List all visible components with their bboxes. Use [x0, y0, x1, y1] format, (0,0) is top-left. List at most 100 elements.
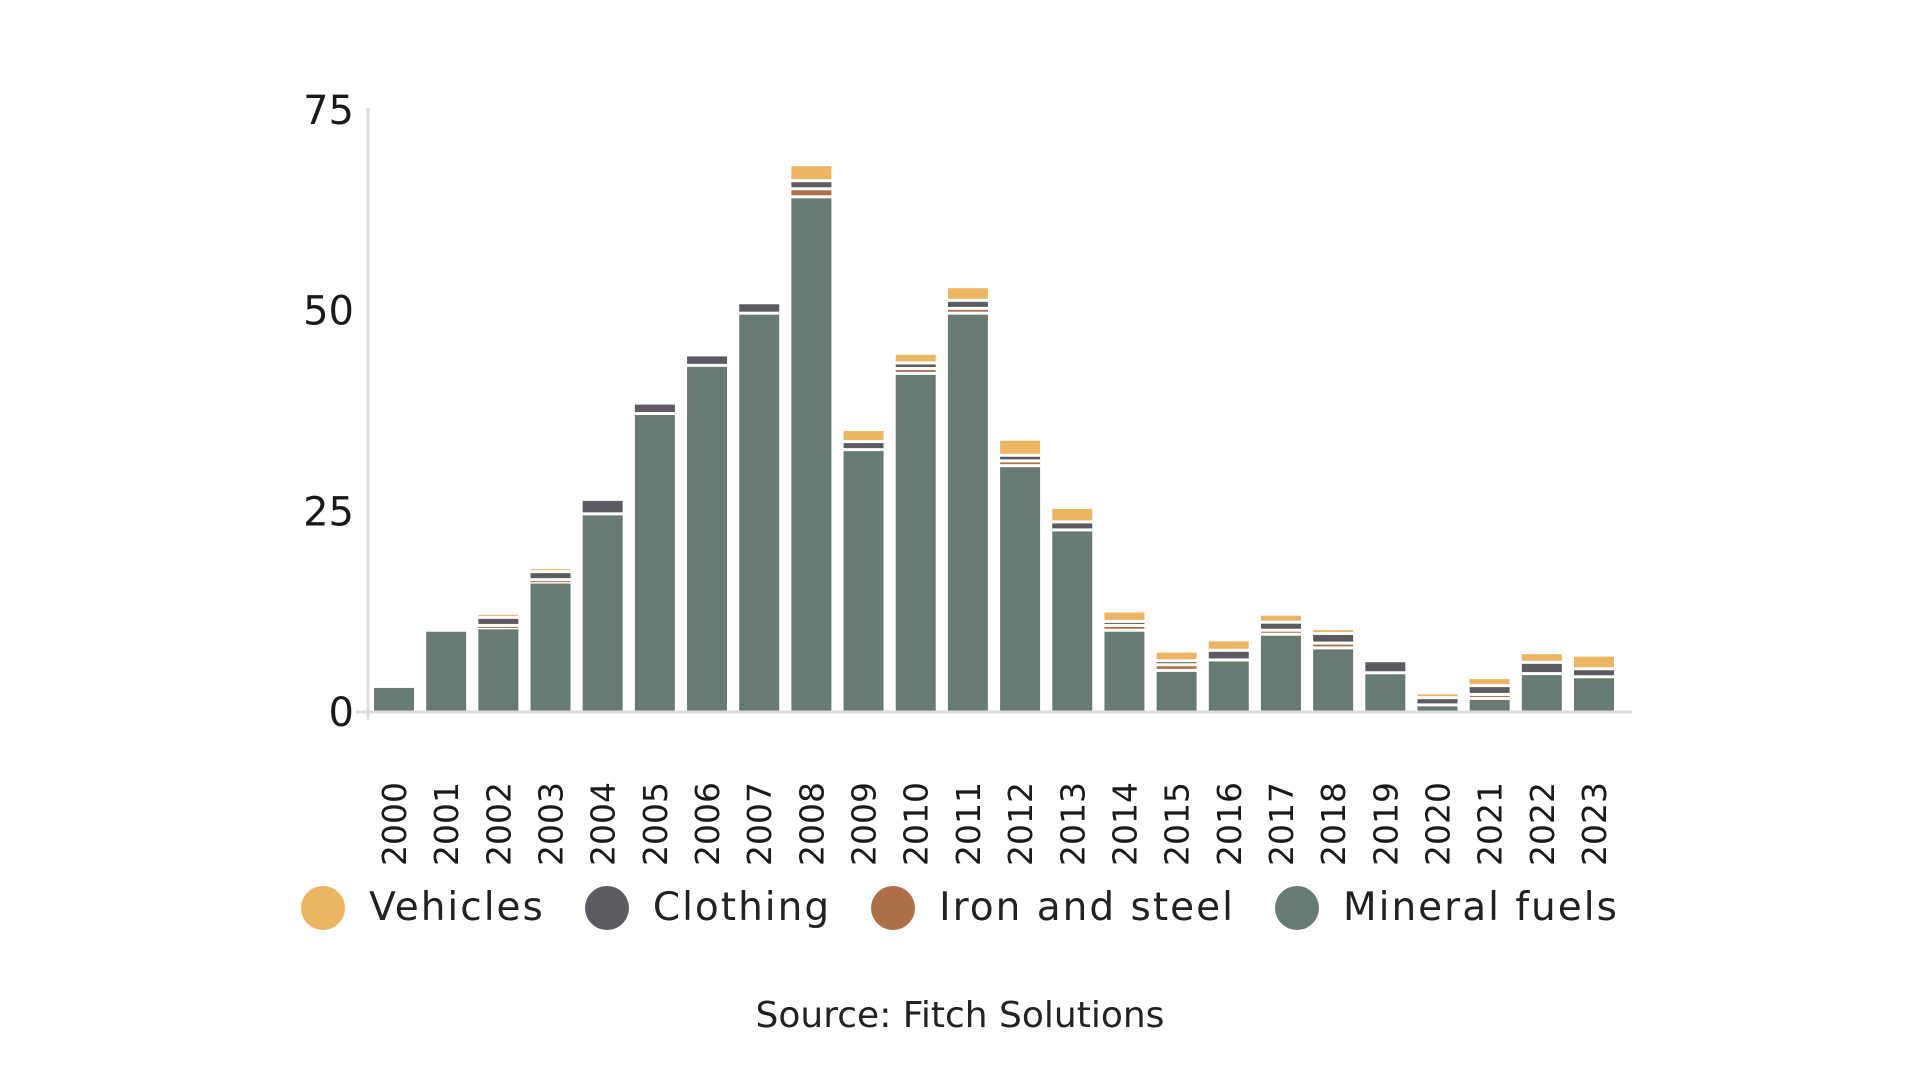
- x-tick-label: 2022: [1523, 782, 1562, 866]
- x-tick-label: 2000: [375, 782, 414, 866]
- legend-item-mineral-fuels: Mineral fuels: [1274, 885, 1619, 930]
- y-tick-label: 50: [303, 289, 354, 335]
- bar-segment-vehicles: [895, 354, 936, 362]
- bar-segment-vehicles: [1574, 656, 1614, 668]
- legend-dot-vehicles: [301, 885, 346, 930]
- bar-segment-mineral-fuels: [634, 415, 675, 712]
- bar-segment-vehicles: [1104, 612, 1145, 620]
- bar-segment-clothing: [1521, 663, 1562, 673]
- bar-segment-iron-and-steel: [1260, 631, 1301, 633]
- x-tick-label: 2020: [1418, 782, 1457, 866]
- bar-segment-clothing: [739, 304, 780, 312]
- bar-segment-mineral-fuels: [687, 366, 728, 712]
- x-tick-label: 2010: [897, 782, 936, 866]
- bars: [374, 166, 1614, 712]
- x-tick-label: 2005: [636, 782, 675, 866]
- x-tick-label: 2007: [740, 782, 779, 866]
- legend-dot-iron-and-steel: [871, 885, 916, 930]
- bar-segment-mineral-fuels: [478, 629, 519, 712]
- x-tick-label: 2018: [1314, 782, 1353, 866]
- x-tick-label: 2014: [1105, 782, 1144, 866]
- x-axis-ticks: 2000 2001 2002 2003 2004 2005 2006 2007 2008 2009…: [375, 782, 1614, 866]
- legend-item-vehicles: Vehicles: [301, 885, 545, 930]
- bar-segment-iron-and-steel: [530, 581, 571, 583]
- bar-segment-clothing: [1365, 662, 1406, 672]
- bar-segment-vehicles: [1156, 652, 1197, 660]
- bar-segment-mineral-fuels: [1260, 635, 1301, 712]
- x-tick-label: 2004: [584, 782, 623, 866]
- bar-segment-iron-and-steel: [947, 309, 988, 312]
- bar-segment-mineral-fuels: [1365, 674, 1406, 712]
- x-tick-label: 2016: [1210, 782, 1249, 866]
- bar-segment-mineral-fuels: [374, 687, 414, 712]
- bar-segment-iron-and-steel: [1000, 462, 1041, 465]
- x-tick-label: 2008: [792, 782, 831, 866]
- bar-segment-clothing: [1052, 523, 1093, 529]
- legend-label: Vehicles: [369, 885, 545, 930]
- bar-segment-mineral-fuels: [1208, 661, 1249, 712]
- bar-segment-iron-and-steel: [1469, 695, 1510, 697]
- x-tick-label: 2003: [532, 782, 571, 866]
- bar-segment-mineral-fuels: [1417, 706, 1458, 712]
- bar-segment-clothing: [687, 356, 728, 364]
- bar-segment-mineral-fuels: [1313, 649, 1354, 712]
- x-tick-label: 2001: [427, 782, 466, 866]
- bar-segment-mineral-fuels: [426, 631, 467, 712]
- x-tick-label: 2023: [1575, 782, 1614, 866]
- legend-label: Mineral fuels: [1342, 885, 1619, 930]
- bar-segment-mineral-fuels: [791, 198, 832, 712]
- bar-segment-clothing: [530, 573, 571, 579]
- bar-segment-vehicles: [1313, 630, 1354, 632]
- y-tick-label: 75: [303, 88, 354, 134]
- bar-segment-clothing: [634, 404, 675, 413]
- bar-segment-mineral-fuels: [739, 314, 780, 712]
- x-tick-label: 2017: [1262, 782, 1301, 866]
- bar-segment-clothing: [1313, 634, 1354, 642]
- legend-dot-mineral-fuels: [1274, 885, 1319, 930]
- bar-segment-clothing: [1104, 622, 1145, 624]
- bar-segment-clothing: [1000, 456, 1041, 460]
- bar-segment-mineral-fuels: [895, 374, 936, 712]
- legend: Vehicles Clothing Iron and steel Mineral…: [0, 885, 1920, 930]
- x-tick-label: 2011: [949, 782, 988, 866]
- source-note: Source: Fitch Solutions: [755, 995, 1165, 1036]
- x-tick-label: 2012: [1001, 782, 1040, 866]
- bar-segment-iron-and-steel: [895, 370, 936, 372]
- bar-segment-clothing: [582, 500, 623, 513]
- x-tick-label: 2009: [845, 782, 884, 866]
- x-tick-label: 2015: [1158, 782, 1197, 866]
- bar-segment-clothing: [843, 443, 884, 449]
- bar-segment-mineral-fuels: [843, 451, 884, 712]
- y-axis-ticks: 0 25 50 75: [303, 88, 354, 736]
- x-tick-label: 2002: [479, 782, 518, 866]
- bar-segment-mineral-fuels: [1104, 631, 1145, 712]
- bar-segment-clothing: [1469, 687, 1510, 693]
- bar-segment-vehicles: [530, 569, 571, 571]
- legend-dot-clothing: [584, 885, 629, 930]
- bar-segment-iron-and-steel: [1104, 626, 1145, 629]
- y-tick-label: 25: [303, 489, 354, 535]
- bar-segment-clothing: [1208, 651, 1249, 659]
- bar-segment-vehicles: [478, 614, 519, 616]
- bar-segment-vehicles: [1417, 694, 1458, 697]
- bar-segment-mineral-fuels: [582, 515, 623, 712]
- bar-segment-clothing: [1574, 670, 1614, 676]
- bar-segment-mineral-fuels: [1574, 678, 1614, 712]
- bar-segment-iron-and-steel: [791, 190, 832, 196]
- bar-segment-clothing: [895, 364, 936, 368]
- bar-segment-vehicles: [1000, 440, 1041, 454]
- x-tick-label: 2013: [1053, 782, 1092, 866]
- bar-segment-vehicles: [843, 431, 884, 441]
- bar-segment-iron-and-steel: [1313, 644, 1354, 647]
- bar-segment-mineral-fuels: [1521, 675, 1562, 712]
- x-tick-label: 2006: [688, 782, 727, 866]
- bar-segment-vehicles: [791, 166, 832, 180]
- legend-label: Iron and steel: [939, 885, 1235, 930]
- bar-segment-vehicles: [947, 288, 988, 299]
- bar-segment-mineral-fuels: [947, 314, 988, 712]
- x-tick-label: 2021: [1471, 782, 1510, 866]
- bar-segment-mineral-fuels: [1469, 699, 1510, 712]
- bar-segment-clothing: [1260, 623, 1301, 629]
- legend-item-iron-and-steel: Iron and steel: [871, 885, 1235, 930]
- bar-segment-vehicles: [1469, 679, 1510, 685]
